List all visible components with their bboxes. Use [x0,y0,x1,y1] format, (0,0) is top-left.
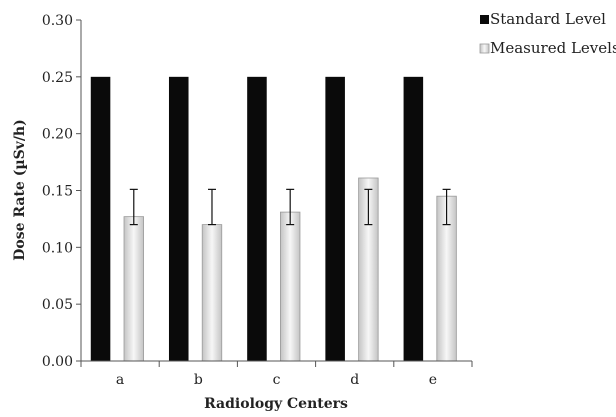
bar-standard-level [168,76,189,361]
y-tick-label: 0.00 [42,354,73,370]
y-tick-label: 0.10 [42,240,73,256]
bar-measured-level [280,211,301,362]
error-bar [286,188,295,226]
bar-standard-level [90,76,111,361]
x-tick-label: e [429,372,437,388]
error-bar [207,188,216,226]
x-axis-title: Radiology Centers [204,396,348,412]
bar-measured-level [123,216,144,362]
y-tick-label: 0.25 [42,70,73,86]
plot-area [90,76,457,362]
y-tick-label: 0.30 [42,13,73,29]
x-tick-label: b [194,372,203,388]
legend-label-measured: Measured Levels [490,39,616,57]
legend: Standard Level Measured Levels [479,10,616,57]
x-tick-label: d [350,372,359,388]
y-axis: 0.00 0.05 0.10 0.15 0.20 0.25 0.30 [42,13,81,370]
legend-label-standard: Standard Level [490,10,606,28]
y-tick-label: 0.05 [42,297,73,313]
bar-measured-level [201,224,223,362]
bar-standard-level [325,76,345,361]
bar-standard-level [403,76,424,361]
bar-standard-level [247,76,267,361]
error-bar [364,188,373,226]
x-tick-label: a [116,372,124,388]
x-axis: a b c d e [80,361,473,388]
error-bar [129,188,138,226]
y-tick-label: 0.20 [42,127,73,143]
x-tick-label: c [273,372,281,388]
y-axis-title: Dose Rate (µSv/h) [12,119,28,260]
legend-swatch-measured [479,43,490,54]
error-bar [442,188,451,226]
y-tick-label: 0.15 [42,184,73,200]
legend-swatch-standard [480,15,489,24]
